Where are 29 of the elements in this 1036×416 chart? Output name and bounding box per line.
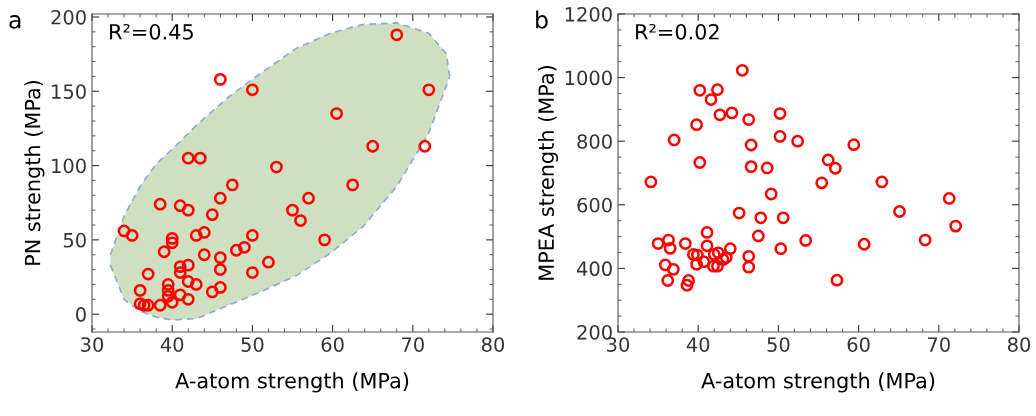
y-tick-label: 0	[76, 307, 86, 322]
y-tick-label: 1000	[565, 70, 612, 86]
y-tick-label: 100	[52, 158, 86, 174]
x-tick-label: 50	[767, 337, 790, 352]
y-axis-title: PN strength (MPa)	[24, 80, 45, 265]
y-tick-label: 150	[52, 84, 86, 99]
x-tick-label: 40	[686, 337, 710, 352]
chart-title: b	[536, 10, 548, 29]
x-tick-label: 30	[81, 337, 104, 352]
x-tick-label: 60	[321, 337, 344, 352]
y-axis-title: MPEA strength (MPa)	[537, 66, 559, 280]
y-tick-label: 800	[577, 134, 612, 149]
x-tick-label: 70	[928, 337, 950, 352]
x-tick-label: 70	[402, 337, 424, 352]
y-tick-label: 600	[577, 197, 612, 213]
x-axis-title: A-atom strength (MPa)	[701, 372, 935, 393]
chart-title: a	[9, 15, 21, 29]
x-tick-label: 60	[847, 337, 870, 352]
y-tick-label: 50	[63, 232, 86, 248]
y-tick-label: 200	[51, 9, 86, 25]
x-axis-title: A-atom strength (MPa)	[175, 372, 409, 393]
annotation: R²=0.02	[636, 23, 719, 40]
x-tick-label: 80	[481, 337, 505, 352]
x-tick-label: 40	[160, 337, 184, 352]
x-tick-label: 50	[241, 337, 264, 352]
x-tick-label: 80	[1007, 337, 1031, 352]
annotation: R²=0.45	[110, 23, 193, 40]
y-tick-label: 1200	[565, 6, 612, 22]
y-tick-label: 400	[576, 261, 612, 277]
